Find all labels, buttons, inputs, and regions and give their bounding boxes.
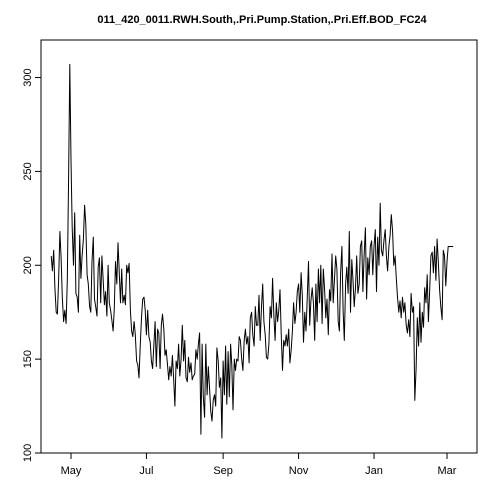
x-tick-label: May <box>61 465 82 477</box>
series-group <box>50 63 454 439</box>
x-tick-label: Nov <box>289 465 309 477</box>
x-tick-label: Jul <box>139 465 153 477</box>
chart-title: 011_420_0011.RWH.South,.Pri.Pump.Station… <box>97 14 427 26</box>
x-tick-label: Mar <box>438 465 457 477</box>
y-tick-label: 300 <box>22 68 34 86</box>
x-tick-label: Jan <box>365 465 383 477</box>
plot-frame <box>40 39 478 454</box>
y-tick-label: 200 <box>22 256 34 274</box>
y-tick-label: 100 <box>22 444 34 462</box>
y-tick-label: 150 <box>22 350 34 368</box>
y-tick-label: 250 <box>22 162 34 180</box>
series-line <box>50 63 454 439</box>
x-tick-label: Sep <box>213 465 233 477</box>
y-axis: 100 150 200 250 300 <box>22 68 41 462</box>
x-axis: May Jul Sep Nov Jan Mar <box>61 453 457 477</box>
